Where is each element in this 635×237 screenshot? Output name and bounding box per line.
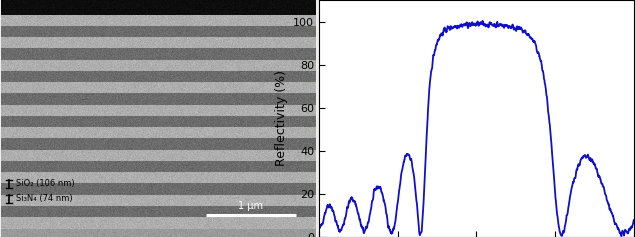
Text: 1 μm: 1 μm [239,201,264,211]
Text: SiO₂ (106 nm): SiO₂ (106 nm) [17,179,75,188]
Y-axis label: Reflectivity (%): Reflectivity (%) [275,70,288,167]
Text: Si₃N₄ (74 nm): Si₃N₄ (74 nm) [17,194,73,203]
